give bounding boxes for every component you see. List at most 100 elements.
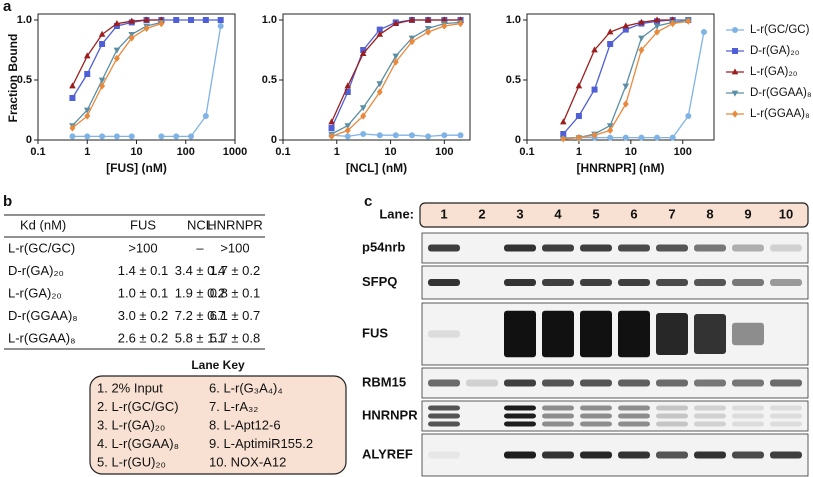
point (83, 52, 91, 59)
point (69, 133, 76, 140)
lane-number: 5 (592, 206, 599, 221)
table-cell: 1.7 ± 0.2 (210, 263, 261, 278)
point (344, 89, 351, 95)
panel-label: b (3, 193, 12, 210)
point (83, 107, 91, 114)
blot-band (504, 279, 536, 286)
legend-label: D-r(GA)₂₀ (750, 45, 800, 57)
point (575, 134, 582, 142)
blot-band (770, 379, 802, 387)
table-header: FUS (130, 217, 156, 232)
point (376, 132, 383, 139)
x-tick-label: 0.1 (30, 146, 45, 158)
blot-band (770, 451, 802, 459)
table-cell: D-r(GGAA)₈ (8, 308, 78, 323)
point (591, 46, 598, 53)
point (113, 47, 121, 54)
blot-band (656, 279, 688, 286)
blot-band (618, 405, 650, 411)
point (217, 17, 224, 23)
plot-frame (37, 13, 236, 141)
x-tick-label: 1 (84, 146, 90, 158)
point (158, 20, 165, 28)
lane-key-item: 10. NOX-A12 (209, 454, 286, 469)
blot-band (656, 421, 688, 427)
point (344, 123, 352, 130)
lane-key-box (89, 375, 347, 475)
point (344, 133, 351, 140)
blot-band (580, 310, 612, 358)
point (392, 20, 400, 26)
series-line (562, 19, 673, 123)
point (425, 133, 432, 140)
blot-band (656, 451, 688, 459)
point (654, 28, 661, 36)
table-header: HNRNPR (207, 217, 263, 232)
x-tick-label: 10 (625, 146, 637, 158)
point (591, 131, 598, 139)
point (99, 41, 106, 47)
point (113, 20, 121, 26)
blot-band (504, 379, 536, 387)
lane-key-item: 6. L-r(G₃A₄)₄ (209, 380, 283, 395)
point (685, 113, 692, 119)
point (622, 100, 629, 108)
blot-band (694, 405, 726, 411)
lane-key-title: Lane Key (191, 358, 245, 372)
blot-band (656, 405, 688, 411)
point (700, 29, 707, 35)
point (408, 38, 415, 46)
point (113, 133, 120, 140)
table-cell: 3.0 ± 0.2 (118, 308, 169, 323)
table-cell: >100 (128, 240, 157, 255)
point (591, 86, 598, 93)
lane-key-item: 3. L-r(GA)₂₀ (97, 417, 165, 432)
point (731, 68, 739, 75)
point (560, 131, 567, 137)
blot-band (732, 451, 764, 459)
x-tick-label: 10 (384, 146, 396, 158)
point (607, 126, 614, 134)
blot-band (504, 451, 536, 459)
point (143, 24, 150, 32)
blot-band (504, 310, 536, 358)
y-tick-label: 1.0 (17, 14, 32, 26)
point (392, 132, 399, 139)
lane-key-item: 7. L-rA₃₂ (209, 399, 258, 414)
blot-band (428, 451, 460, 459)
blot-band (580, 413, 612, 419)
lane-number: 3 (516, 206, 523, 221)
lane-number: 1 (440, 206, 447, 221)
x-axis-label: [NCL] (nM) (346, 161, 407, 175)
table-cell: 1.9 ± 0.2 (175, 285, 226, 300)
point (457, 20, 464, 28)
point (328, 118, 335, 125)
point (202, 113, 209, 119)
point (653, 23, 661, 30)
blot-strip (421, 232, 809, 264)
protein-label: FUS (362, 325, 388, 340)
table-cell: – (196, 240, 204, 255)
blot-band (732, 413, 764, 419)
lane-number: 4 (554, 206, 562, 221)
x-tick-label: 100 (177, 146, 195, 158)
point (128, 17, 136, 24)
x-tick-label: 1 (576, 146, 582, 158)
point (638, 46, 645, 54)
blot-band (542, 451, 574, 459)
blot-band (580, 244, 612, 252)
point (425, 28, 432, 36)
table-cell: L-r(GGAA)₈ (8, 330, 76, 345)
blot-band (542, 421, 574, 427)
protein-label: HNRNPR (362, 407, 418, 422)
lane-key-item: 9. L-AptimiR155.2 (209, 436, 313, 451)
blot-band (504, 244, 536, 252)
y-tick-label: 0 (26, 134, 32, 146)
point (99, 82, 106, 90)
blot-band (428, 413, 460, 419)
series-line (331, 19, 461, 129)
point (392, 58, 399, 66)
point (559, 118, 567, 125)
table-cell: 2.6 ± 0.2 (118, 330, 169, 345)
